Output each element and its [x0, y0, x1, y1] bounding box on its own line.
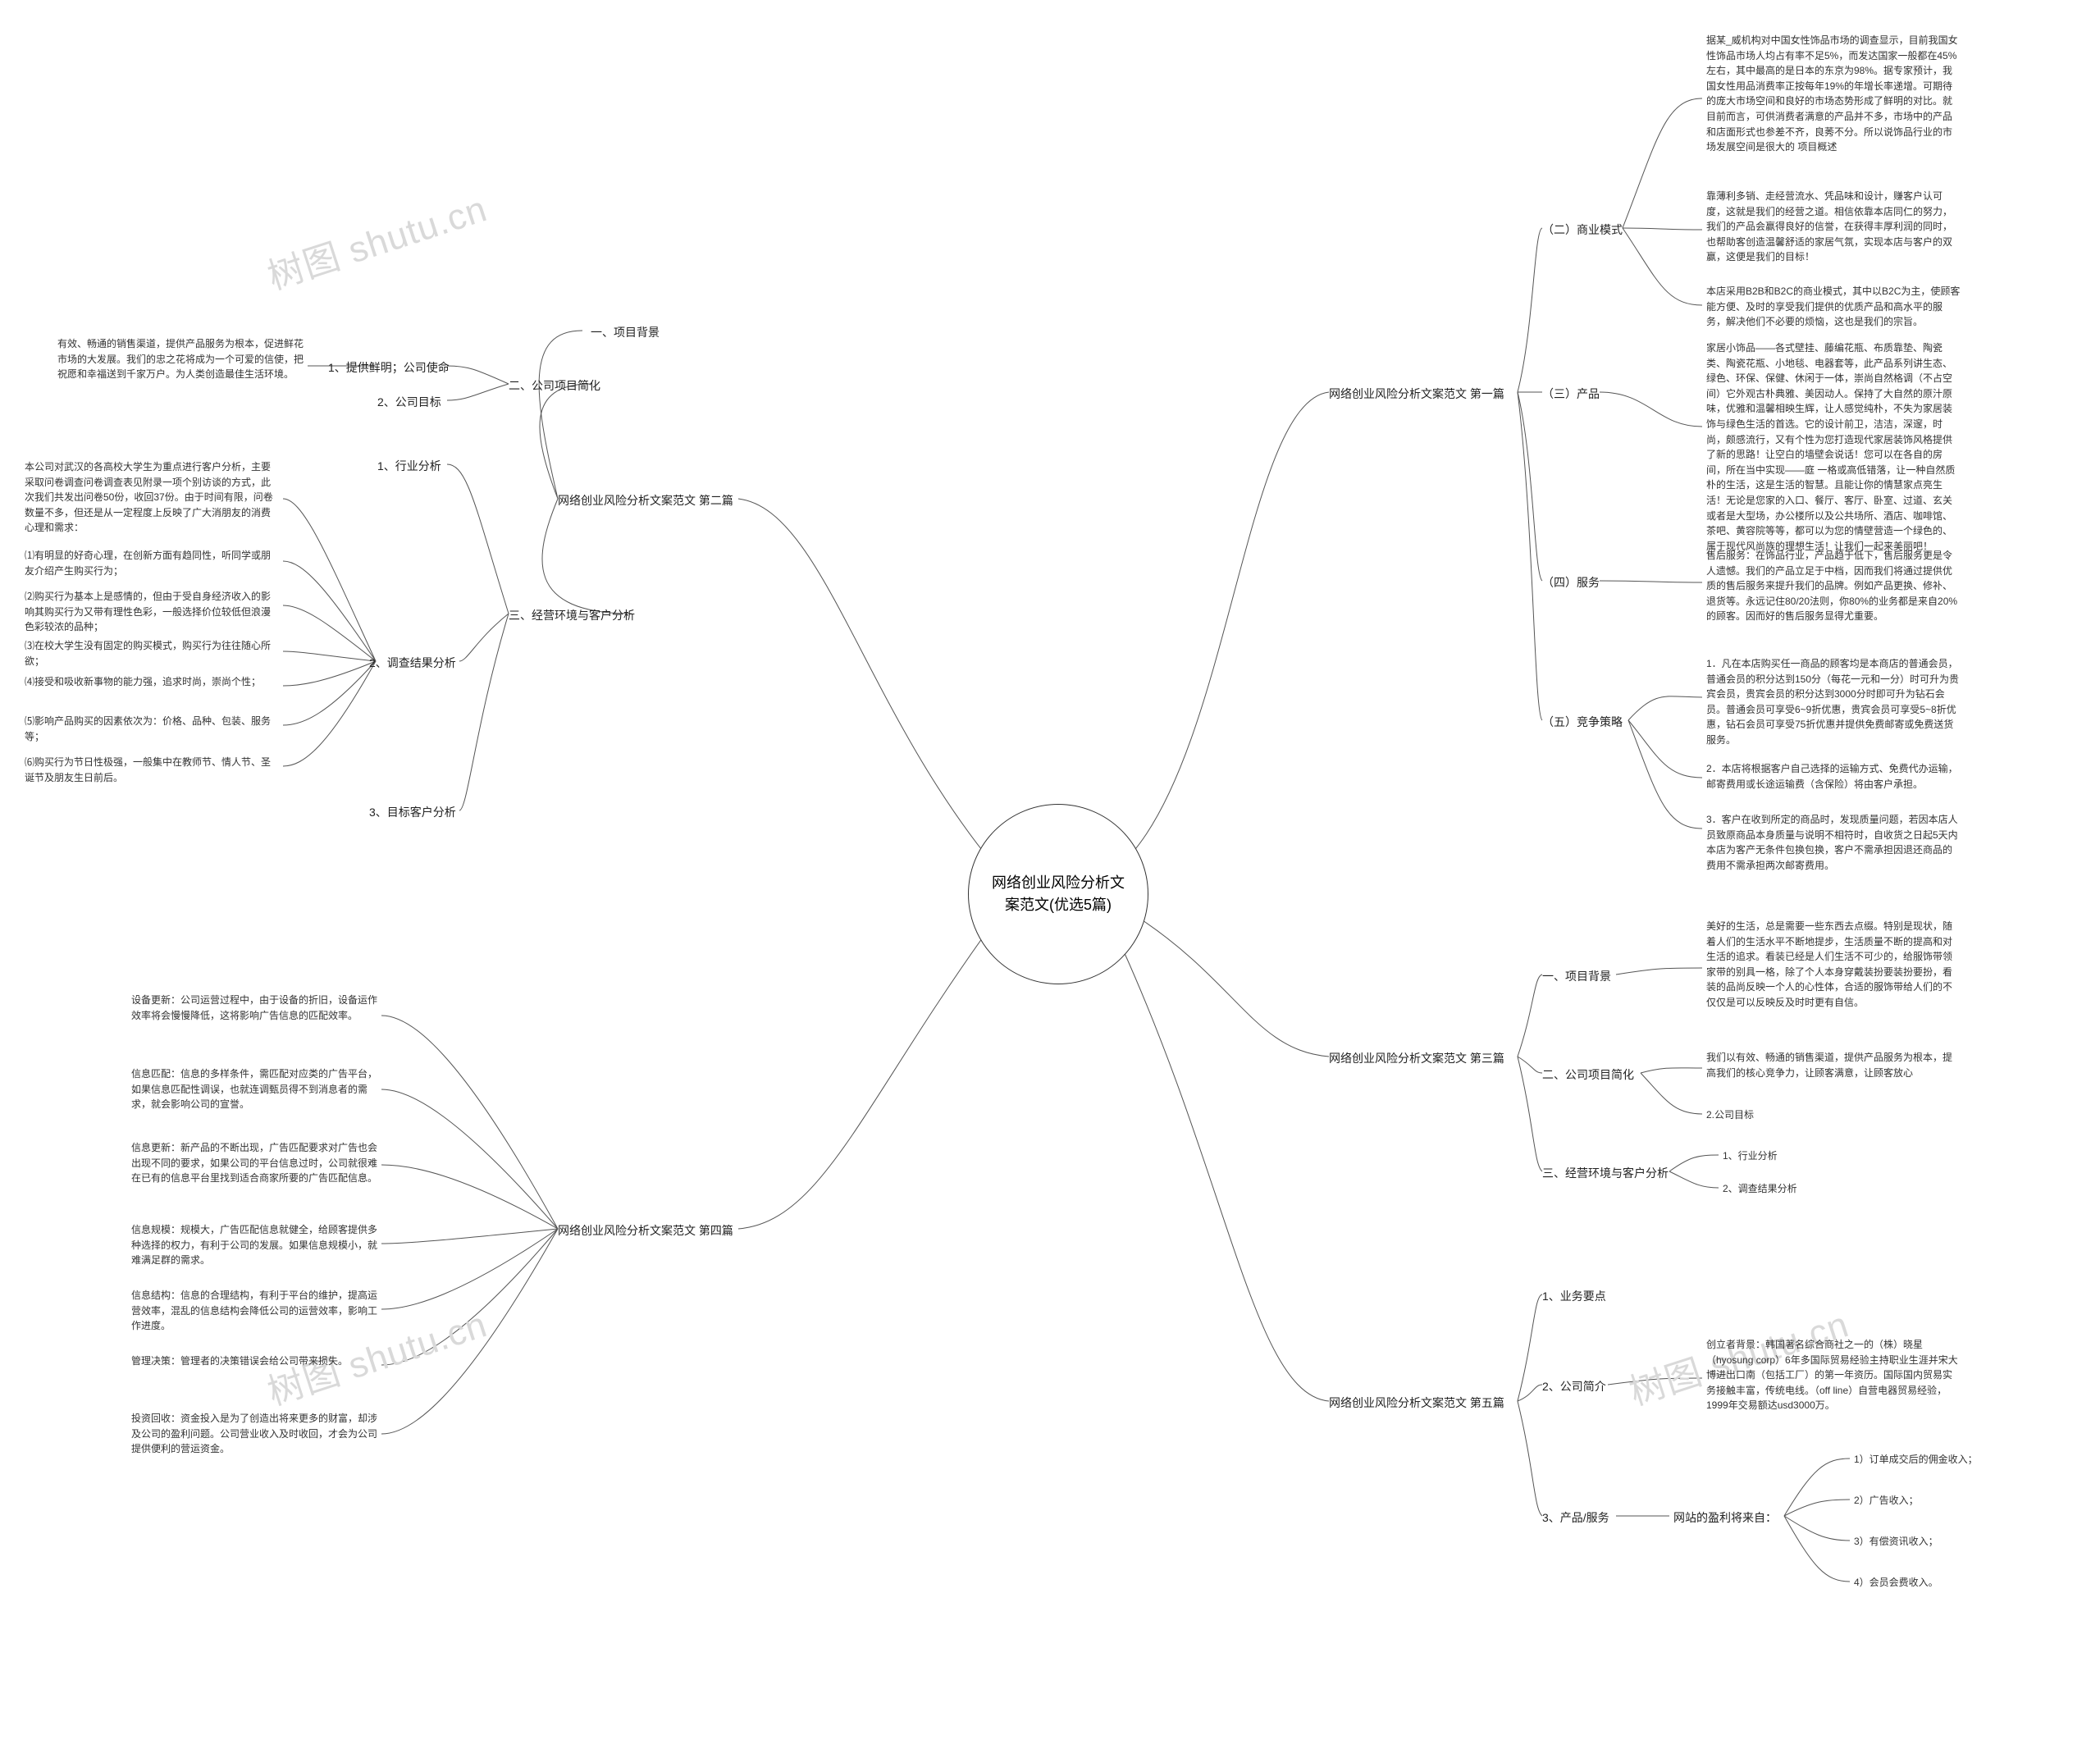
branch-4-label: 网络创业风险分析文案范文 第四篇: [558, 1222, 733, 1239]
b2-s0-l0: 有效、畅通的销售渠道，提供产品服务为根本，促进鲜花市场的大发展。我们的忠之花将成…: [57, 336, 304, 382]
b3-s1-l1: 2.公司目标: [1706, 1107, 1870, 1123]
b4-l6: 投资回收：资金投入是为了创造出将来更多的财富，却涉及公司的盈利问题。公司营业收入…: [131, 1411, 377, 1457]
b2-s3-l3: ⑶在校大学生没有固定的购买模式，购买行为往往随心所欲；: [25, 638, 279, 669]
b1-s2-l0: 售后服务：在饰品行业，产品趋于低下，售后服务更是令人遗憾。我们的产品立足于中档，…: [1706, 548, 1961, 624]
b5-s2-l3: 4）会员会费收入。: [1854, 1575, 2018, 1591]
b2-s4: 3、目标客户分析: [369, 804, 456, 820]
b2-s1: 2、公司目标: [377, 394, 441, 410]
b2-s3-l4: ⑷接受和吸收新事物的能力强，追求时尚，崇尚个性；: [25, 674, 279, 690]
watermark: 树图 shutu.cn: [260, 180, 493, 300]
b5-s0: 1、业务要点: [1542, 1288, 1606, 1304]
b5-s2-l2: 3）有偿资讯收入；: [1854, 1534, 2018, 1550]
b3-s0-l0: 美好的生活，总是需要一些东西去点缀。特别是现状，随着人们的生活水平不断地提步，生…: [1706, 919, 1961, 1011]
b3-s1-l0: 我们以有效、畅通的销售渠道，提供产品服务为根本，提高我们的核心竞争力，让顾客满意…: [1706, 1050, 1952, 1080]
b5-s1-l0: 创立者背景：韩国著名综合商社之一的（株）晓星（hyosung corp）6年多国…: [1706, 1337, 1961, 1413]
branch-1-label: 网络创业风险分析文案范文 第一篇: [1329, 386, 1504, 402]
b1-s3-l2: 3．客户在收到所定的商品时，发现质量问题，若因本店人员致原商品本身质量与说明不相…: [1706, 812, 1961, 873]
branch-5-label: 网络创业风险分析文案范文 第五篇: [1329, 1395, 1504, 1411]
b3-s0: 一、项目背景: [1542, 968, 1611, 984]
b3-s1: 二、公司项目简化: [1542, 1066, 1634, 1083]
branch-3-label: 网络创业风险分析文案范文 第三篇: [1329, 1050, 1504, 1066]
b2-topic-bg: 一、项目背景: [591, 324, 660, 340]
b3-s2-l0: 1、行业分析: [1723, 1148, 1846, 1164]
b2-s3: 2、调查结果分析: [369, 655, 456, 671]
b1-s0-l1: 靠薄利多销、走经营流水、凭品味和设计，赚客户认可度，这就是我们的经营之道。相信依…: [1706, 189, 1961, 265]
b4-l0: 设备更新：公司运营过程中，由于设备的折旧，设备运作效率将会慢慢降低，这将影响广告…: [131, 993, 377, 1023]
b2-topic-env: 三、经营环境与客户分析: [509, 607, 635, 623]
b1-s0-l0: 据某_威机构对中国女性饰品市场的调查显示，目前我国女性饰品市场人均占有率不足5%…: [1706, 33, 1961, 155]
b2-s3-l6: ⑹购买行为节日性极强，一般集中在教师节、情人节、圣诞节及朋友生日前后。: [25, 755, 279, 785]
b2-s0: 1、提供鲜明；公司使命: [328, 359, 450, 376]
b1-s3-l1: 2．本店将根据客户自己选择的运输方式、免费代办运输，邮寄费用或长途运输费（含保险…: [1706, 761, 1961, 792]
b1-s2: （四）服务: [1542, 574, 1600, 591]
b5-s2-l1: 2）广告收入；: [1854, 1493, 2018, 1509]
b4-l5: 管理决策：管理者的决策错误会给公司带来损失。: [131, 1354, 377, 1369]
b2-s3-l2: ⑵购买行为基本上是感情的，但由于受自身经济收入的影响其购买行为又带有理性色彩，一…: [25, 589, 279, 635]
b2-s3-l0: 本公司对武汉的各高校大学生为重点进行客户分析，主要采取问卷调查问卷调查表见附录一…: [25, 459, 279, 536]
b4-l4: 信息结构：信息的合理结构，有利于平台的维护，提高运营效率，混乱的信息结构会降低公…: [131, 1288, 377, 1334]
b1-s0: （二）商业模式: [1542, 221, 1623, 238]
b2-s2: 1、行业分析: [377, 458, 441, 474]
b4-l3: 信息规模：规模大，广告匹配信息就健全，给顾客提供多种选择的权力，有利于公司的发展…: [131, 1222, 377, 1268]
b2-s3-l5: ⑸影响产品购买的因素依次为：价格、品种、包装、服务等；: [25, 714, 279, 744]
b3-s2: 三、经营环境与客户分析: [1542, 1165, 1669, 1181]
b5-s1: 2、公司简介: [1542, 1378, 1606, 1395]
b4-l1: 信息匹配：信息的多样条件，需匹配对应类的广告平台，如果信息匹配性调误，也就连调甄…: [131, 1066, 377, 1112]
b5-s2-l0: 1）订单成交后的佣金收入；: [1854, 1452, 2034, 1468]
b1-s0-l2: 本店采用B2B和B2C的商业模式，其中以B2C为主，使顾客能方便、及时的享受我们…: [1706, 284, 1961, 330]
branch-2-label: 网络创业风险分析文案范文 第二篇: [558, 492, 733, 509]
b1-s1: （三）产品: [1542, 386, 1600, 402]
b2-topic-simp: 二、公司项目简化: [509, 377, 600, 394]
center-node: 网络创业风险分析文案范文(优选5篇): [968, 804, 1148, 984]
b1-s3-l0: 1．凡在本店购买任一商品的顾客均是本商店的普通会员，普通会员的积分达到150分（…: [1706, 656, 1961, 748]
b1-s3: （五）竞争策略: [1542, 714, 1623, 730]
b3-s2-l1: 2、调查结果分析: [1723, 1181, 1870, 1197]
b2-s3-l1: ⑴有明显的好奇心理，在创新方面有趋同性，听同学或朋友介绍产生购买行为；: [25, 548, 279, 578]
b1-s1-l0: 家居小饰品——各式壁挂、藤编花瓶、布质靠垫、陶瓷类、陶瓷花瓶、小地毯、电器套等，…: [1706, 340, 1961, 554]
b5-s2-mid: 网站的盈利将来自：: [1673, 1509, 1777, 1526]
b4-l2: 信息更新：新产品的不断出现，广告匹配要求对广告也会出现不同的要求，如果公司的平台…: [131, 1140, 377, 1186]
b5-s2: 3、产品/服务: [1542, 1509, 1609, 1526]
